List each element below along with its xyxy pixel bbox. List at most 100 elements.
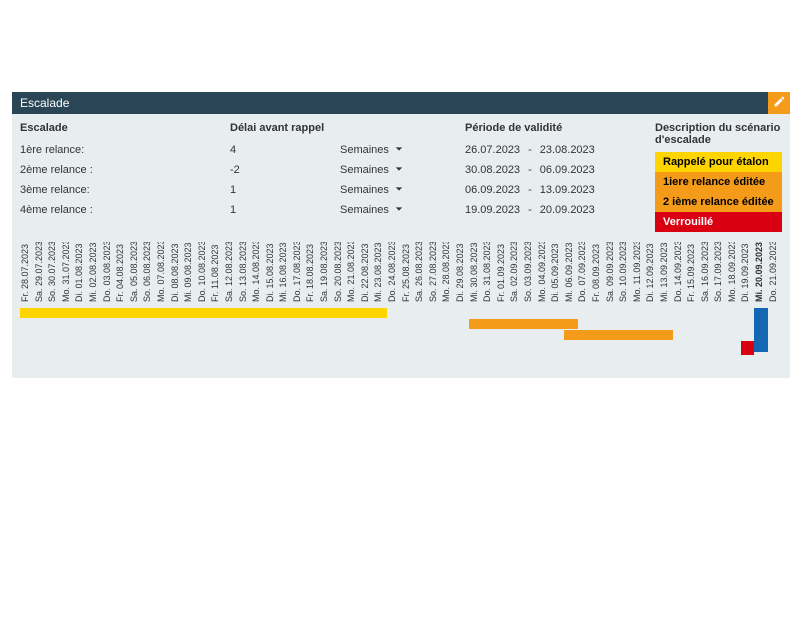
date-header: Sa. 26.08.2023 <box>414 242 428 302</box>
unit-dropdown[interactable]: Semaines <box>340 200 403 220</box>
date-header: Do. 10.08.2023 <box>197 242 211 302</box>
panel-header: Escalade <box>12 92 790 114</box>
col-period: Période de validité 26.07.2023-23.08.202… <box>465 118 645 232</box>
gantt-bar <box>741 341 755 355</box>
gantt-bar <box>469 319 578 329</box>
date-header: Fr. 28.07.2023 <box>20 242 34 302</box>
period-to: 13.09.2023 <box>540 180 595 200</box>
panel-title: Escalade <box>20 96 69 110</box>
gantt-bar <box>564 330 673 340</box>
date-header: Do. 31.08.2023 <box>482 242 496 302</box>
date-header: Sa. 09.09.2023 <box>605 242 619 302</box>
date-header: Mi. 09.08.2023 <box>183 242 197 302</box>
date-header: Mo. 31.07.2023 <box>61 242 75 302</box>
date-header: So. 06.08.2023 <box>142 242 156 302</box>
date-header: So. 27.08.2023 <box>428 242 442 302</box>
date-header: Do. 14.09.2023 <box>673 242 687 302</box>
unit-label: Semaines <box>340 140 389 160</box>
delay-value: 1 <box>230 200 330 220</box>
delay-value: 1 <box>230 180 330 200</box>
date-header: Mi. 06.09.2023 <box>564 242 578 302</box>
col-legend: Description du scénario d'escalade Rappe… <box>655 118 782 232</box>
date-header: Di. 01.08.2023 <box>74 242 88 302</box>
date-header: Mo. 21.08.2023 <box>346 242 360 302</box>
legend-item: Rappelé pour étalon <box>655 152 782 172</box>
date-header: Di. 08.08.2023 <box>170 242 184 302</box>
edit-button[interactable] <box>768 92 790 114</box>
date-header: Mi. 23.08.2023 <box>373 242 387 302</box>
period-sep: - <box>528 160 532 180</box>
unit-label: Semaines <box>340 160 389 180</box>
chevron-down-icon <box>395 160 403 180</box>
date-header: Do. 07.09.2023 <box>577 242 591 302</box>
gantt-bar <box>20 308 387 318</box>
col-delay: Délai avant rappel 4 -2 1 1 <box>230 118 330 232</box>
date-header: Mo. 18.09.2023 <box>727 242 741 302</box>
date-header: Fr. 08.09.2023 <box>591 242 605 302</box>
date-header: Fr. 01.09.2023 <box>496 242 510 302</box>
date-header: So. 30.07.2023 <box>47 242 61 302</box>
date-header: Mo. 11.09.2023 <box>632 242 646 302</box>
date-header: Fr. 11.08.2023 <box>210 242 224 302</box>
date-header: Do. 21.09.2023 <box>768 242 782 302</box>
unit-dropdown[interactable]: Semaines <box>340 140 403 160</box>
date-header: Fr. 25.08.2023 <box>401 242 415 302</box>
date-header: Di. 15.08.2023 <box>265 242 279 302</box>
header-period: Période de validité <box>465 118 645 140</box>
date-header: Di. 22.08.2023 <box>360 242 374 302</box>
legend-item: 1iere relance éditée <box>655 172 782 192</box>
header-delay: Délai avant rappel <box>230 118 330 140</box>
period-sep: - <box>528 180 532 200</box>
unit-label: Semaines <box>340 200 389 220</box>
date-header: Mi. 02.08.2023 <box>88 242 102 302</box>
chevron-down-icon <box>395 180 403 200</box>
date-header: Mi. 13.09.2023 <box>659 242 673 302</box>
date-header: Mo. 07.08.2023 <box>156 242 170 302</box>
unit-label: Semaines <box>340 180 389 200</box>
date-header: Di. 29.08.2023 <box>455 242 469 302</box>
unit-dropdown[interactable]: Semaines <box>340 180 403 200</box>
timeline: Fr. 28.07.2023Sa. 29.07.2023So. 30.07.20… <box>12 242 790 370</box>
header-escalade: Escalade <box>20 118 220 140</box>
config-area: Escalade 1ère relance: 2ème relance : 3è… <box>12 114 790 242</box>
period-from: 19.09.2023 <box>465 200 520 220</box>
date-header-row: Fr. 28.07.2023Sa. 29.07.2023So. 30.07.20… <box>20 242 782 302</box>
date-header: Do. 17.08.2023 <box>292 242 306 302</box>
date-header: Mi. 30.08.2023 <box>469 242 483 302</box>
date-header: Mi. 20.09.2023 <box>754 242 768 302</box>
date-header: So. 03.09.2023 <box>523 242 537 302</box>
chevron-down-icon <box>395 140 403 160</box>
relance-label: 2ème relance : <box>20 160 220 180</box>
date-header: Di. 19.09.2023 <box>740 242 754 302</box>
relance-label: 1ère relance: <box>20 140 220 160</box>
unit-dropdown[interactable]: Semaines <box>340 160 403 180</box>
period-from: 26.07.2023 <box>465 140 520 160</box>
date-header: Sa. 02.09.2023 <box>509 242 523 302</box>
date-header: So. 13.08.2023 <box>238 242 252 302</box>
col-escalade: Escalade 1ère relance: 2ème relance : 3è… <box>20 118 220 232</box>
header-unit-empty <box>340 118 455 140</box>
date-header: Fr. 15.09.2023 <box>686 242 700 302</box>
date-header: Do. 03.08.2023 <box>102 242 116 302</box>
date-header: Sa. 16.09.2023 <box>700 242 714 302</box>
date-header: So. 10.09.2023 <box>618 242 632 302</box>
date-header: Do. 24.08.2023 <box>387 242 401 302</box>
date-header: Di. 12.09.2023 <box>645 242 659 302</box>
chevron-down-icon <box>395 200 403 220</box>
date-header: Mo. 14.08.2023 <box>251 242 265 302</box>
date-header: Sa. 29.07.2023 <box>34 242 48 302</box>
period-to: 06.09.2023 <box>540 160 595 180</box>
date-header: Sa. 19.08.2023 <box>319 242 333 302</box>
period-from: 06.09.2023 <box>465 180 520 200</box>
pencil-icon <box>773 95 786 111</box>
date-header: So. 20.08.2023 <box>333 242 347 302</box>
header-legend: Description du scénario d'escalade <box>655 118 782 152</box>
col-unit: Semaines Semaines Semaines Semaines <box>340 118 455 232</box>
delay-value: 4 <box>230 140 330 160</box>
date-header: Mo. 28.08.2023 <box>441 242 455 302</box>
date-header: Fr. 18.08.2023 <box>305 242 319 302</box>
date-header: So. 17.09.2023 <box>713 242 727 302</box>
timeline-scroll[interactable]: Fr. 28.07.2023Sa. 29.07.2023So. 30.07.20… <box>20 242 782 370</box>
delay-value: -2 <box>230 160 330 180</box>
date-header: Sa. 05.08.2023 <box>129 242 143 302</box>
